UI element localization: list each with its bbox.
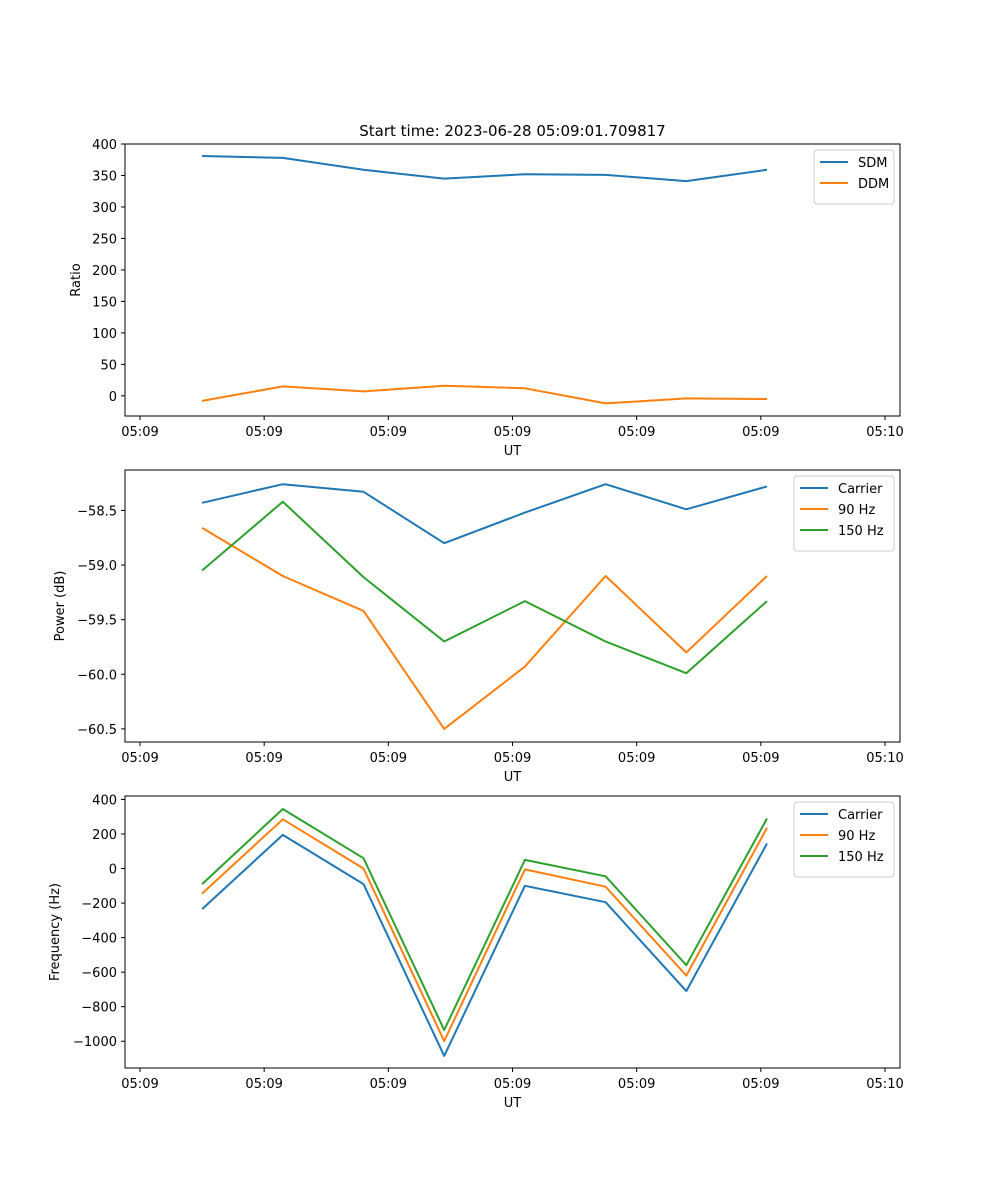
x-tick-label: 05:10 [866, 425, 903, 440]
x-tick-label: 05:09 [245, 751, 282, 766]
x-tick-label: 05:09 [618, 425, 655, 440]
y-tick-label: −60.5 [77, 723, 117, 738]
y-tick-label: −600 [81, 966, 117, 981]
x-tick-label: 05:09 [742, 1077, 779, 1092]
y-tick-label: −60.0 [77, 668, 117, 683]
legend-label: DDM [858, 177, 889, 192]
y-tick-label: −200 [81, 897, 117, 912]
x-tick-label: 05:09 [121, 425, 158, 440]
x-axis-label: UT [504, 444, 522, 459]
legend: Carrier 90 Hz 150 Hz [793, 475, 895, 552]
y-tick-label: 50 [100, 358, 117, 373]
panels: 05:09 05:09 05:09 05:09 05:09 05:09 05:10 UT 0 50… [48, 138, 904, 1111]
x-tick-label: 05:09 [494, 425, 531, 440]
series-line-sdm [202, 155, 768, 183]
legend-label: 90 Hz [838, 503, 875, 518]
y-tick-label: −59.5 [77, 614, 117, 629]
series-line-ddm [201, 384, 768, 405]
x-tick-label: 05:09 [245, 1077, 282, 1092]
legend-label: SDM [858, 156, 887, 171]
x-tick-label: 05:09 [121, 751, 158, 766]
y-axis-label: Ratio [69, 263, 84, 296]
x-tick-label: 05:10 [866, 751, 903, 766]
x-tick-label: 05:09 [121, 1077, 158, 1092]
y-tick-label: −58.5 [77, 504, 117, 519]
panel-2: 05:09 05:09 05:09 05:09 05:09 05:09 05:10 UT −60… [53, 469, 904, 785]
y-tick-label: −1000 [73, 1035, 117, 1050]
y-tick-label: 400 [92, 793, 117, 808]
legend-box [813, 149, 895, 205]
legend-label: 90 Hz [838, 829, 875, 844]
y-tick-label: −800 [81, 1001, 117, 1016]
y-tick-label: 400 [92, 138, 117, 153]
x-tick-label: 05:09 [370, 751, 407, 766]
series-line-carrier [201, 483, 768, 545]
figure-title: Start time: 2023-06-28 05:09:01.709817 [359, 122, 665, 140]
y-tick-label: 250 [92, 232, 117, 247]
y-tick-label: 200 [92, 828, 117, 843]
y-axis-label: Power (dB) [53, 571, 68, 642]
legend-label: Carrier [838, 482, 883, 497]
legend-label: 150 Hz [838, 524, 884, 539]
x-tick-label: 05:09 [618, 751, 655, 766]
series-line-carrier [201, 833, 768, 1057]
x-tick-label: 05:09 [742, 751, 779, 766]
panel-3: 05:09 05:09 05:09 05:09 05:09 05:09 05:10 UT −10… [48, 793, 904, 1111]
x-tick-label: 05:09 [370, 1077, 407, 1092]
x-tick-label: 05:09 [494, 751, 531, 766]
x-axis-label: UT [504, 1096, 522, 1111]
y-tick-label: 150 [92, 295, 117, 310]
y-tick-label: 100 [92, 327, 117, 342]
y-axis-label: Frequency (Hz) [48, 883, 63, 981]
series-line-90-hz [201, 818, 768, 1043]
legend-box [793, 801, 895, 878]
x-tick-label: 05:09 [618, 1077, 655, 1092]
panel-1: 05:09 05:09 05:09 05:09 05:09 05:09 05:10 UT 0 50… [69, 138, 904, 459]
x-tick-label: 05:10 [866, 1077, 903, 1092]
legend-label: 150 Hz [838, 850, 884, 865]
y-tick-label: −400 [81, 932, 117, 947]
series-line-150-hz [201, 808, 768, 1031]
x-tick-label: 05:09 [370, 425, 407, 440]
y-tick-label: 200 [92, 264, 117, 279]
x-tick-label: 05:09 [494, 1077, 531, 1092]
legend: SDM DDM [813, 149, 895, 205]
y-tick-label: −59.0 [77, 559, 117, 574]
y-tick-label: 0 [109, 863, 117, 878]
x-tick-label: 05:09 [245, 425, 282, 440]
x-tick-label: 05:09 [742, 425, 779, 440]
y-tick-label: 300 [92, 201, 117, 216]
legend-box [793, 475, 895, 552]
series-line-150-hz [201, 500, 768, 675]
x-axis-label: UT [504, 770, 522, 785]
legend: Carrier 90 Hz 150 Hz [793, 801, 895, 878]
y-tick-label: 350 [92, 169, 117, 184]
series-line-90-hz [201, 527, 768, 730]
y-tick-label: 0 [109, 390, 117, 405]
legend-label: Carrier [838, 808, 883, 823]
